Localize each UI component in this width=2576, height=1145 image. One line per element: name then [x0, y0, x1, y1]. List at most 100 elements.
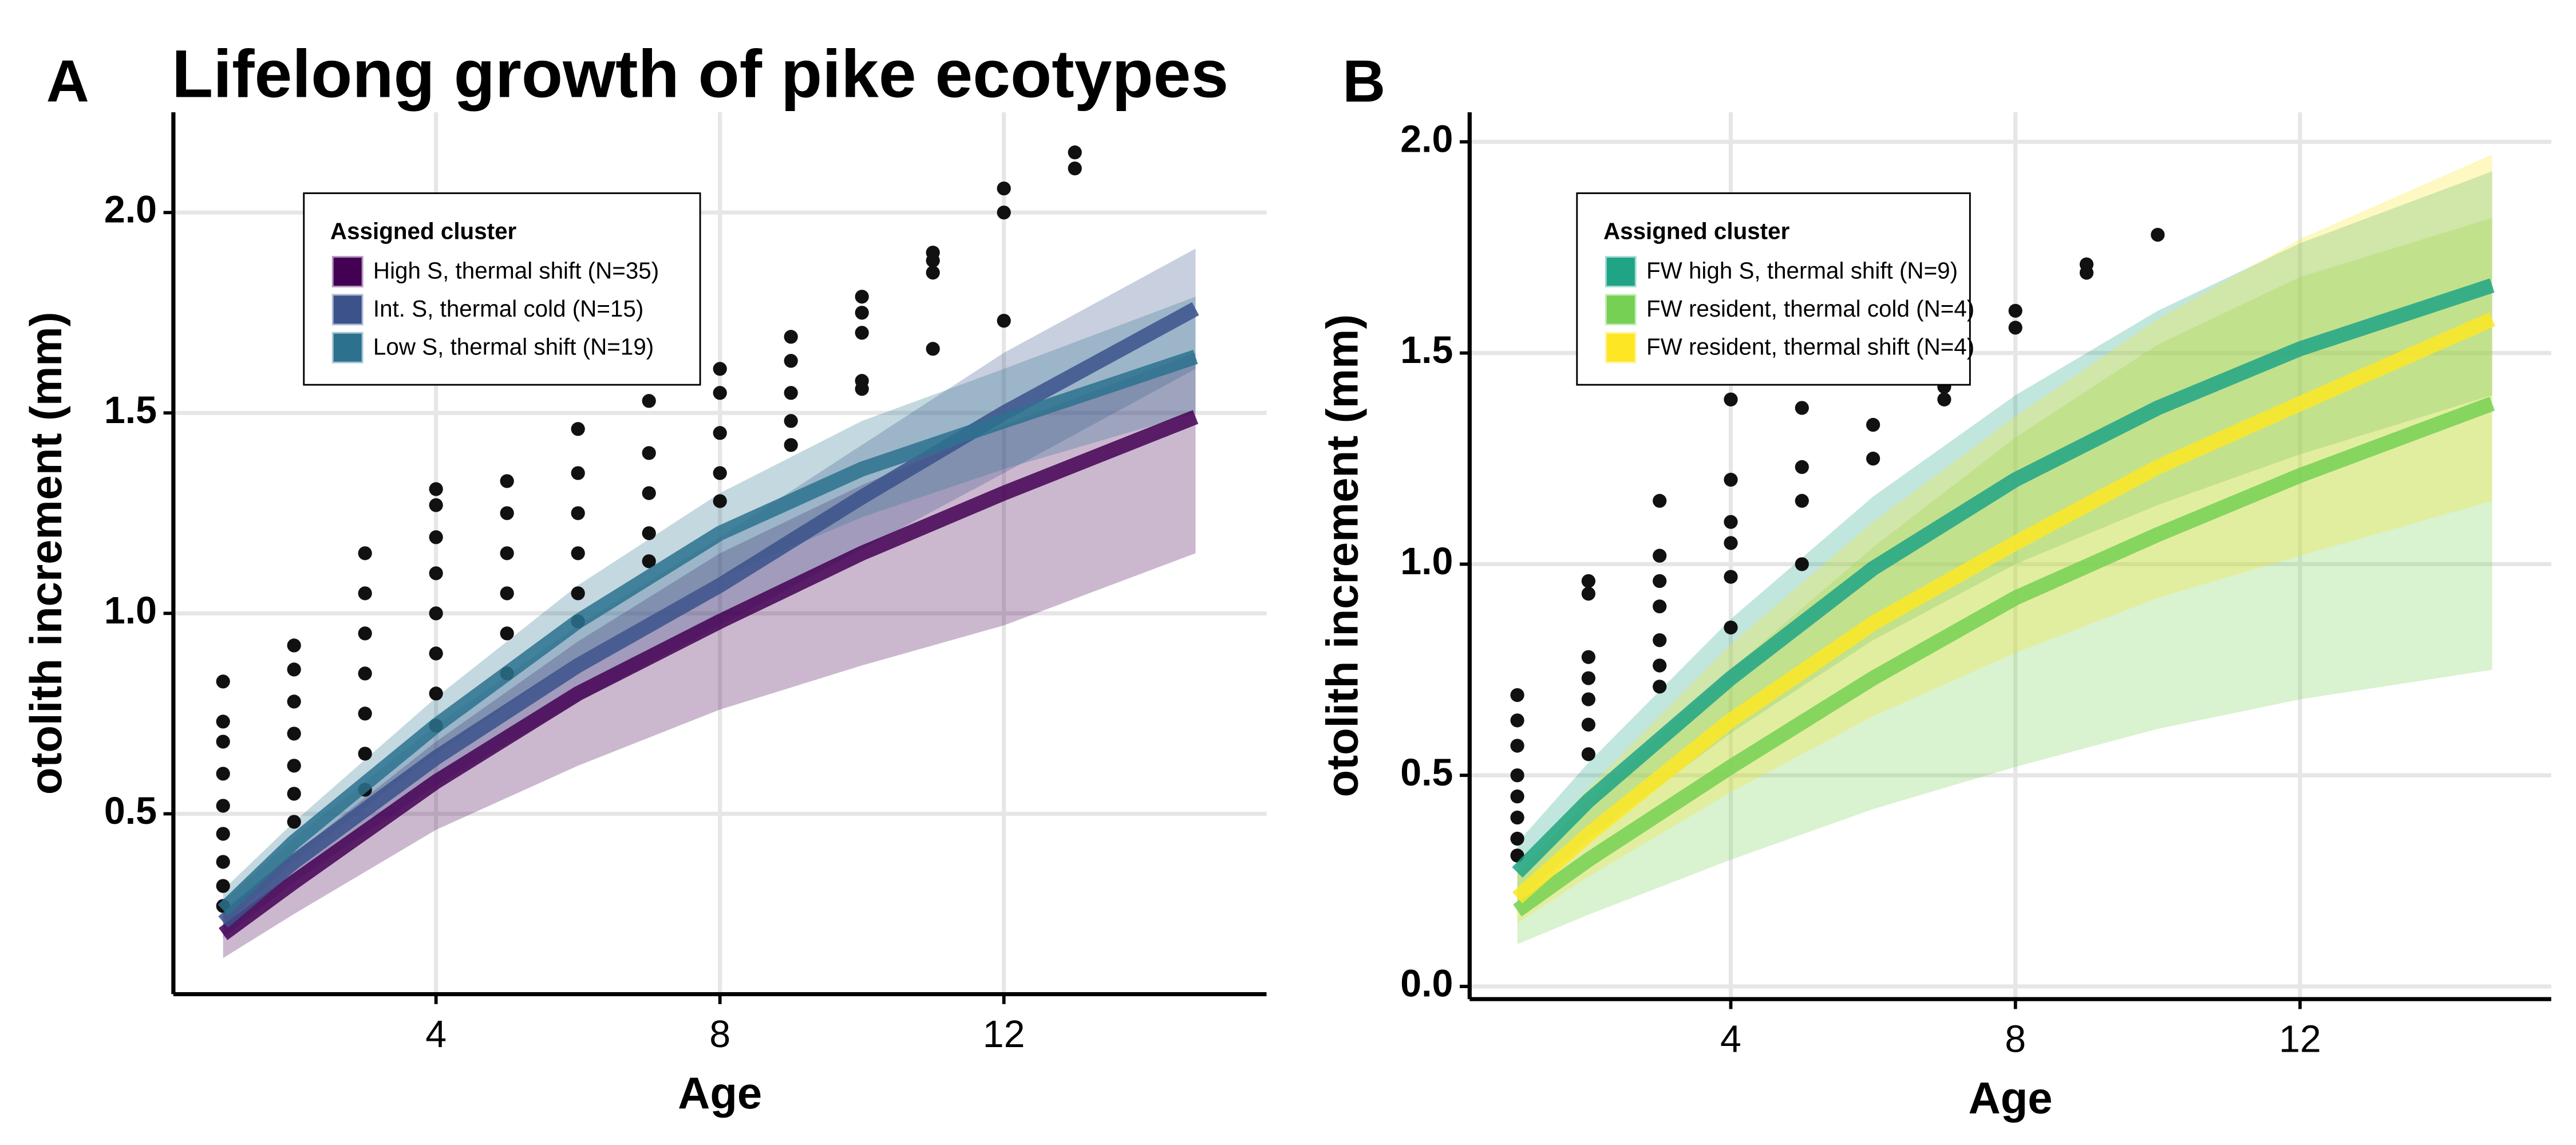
- data-point: [1581, 692, 1596, 706]
- data-point: [1510, 810, 1524, 825]
- data-point: [1795, 460, 1809, 474]
- data-point: [784, 414, 798, 428]
- legend-swatch: [1605, 294, 1637, 326]
- panel-label: B: [1342, 48, 1385, 114]
- data-point: [358, 747, 372, 761]
- data-point: [1581, 574, 1596, 589]
- x-tick-label: 8: [2005, 1018, 2026, 1061]
- y-tick-label: 1.5: [104, 389, 157, 432]
- legend-box: [303, 192, 701, 386]
- data-point: [1653, 493, 1667, 508]
- legend-label: High S, thermal shift (N=35): [373, 258, 659, 284]
- data-point: [784, 330, 798, 344]
- y-tick-label: 0.5: [1400, 752, 1453, 794]
- legend: Assigned cluster High S, thermal shift (N…: [303, 192, 701, 386]
- fit-line: [1513, 396, 2495, 917]
- data-point: [926, 246, 940, 260]
- data-point: [358, 706, 372, 721]
- y-tick-label: 1.0: [1400, 540, 1453, 583]
- confidence-band: [1517, 171, 2492, 902]
- data-point: [713, 494, 727, 508]
- x-axis-title: Age: [678, 1068, 762, 1118]
- data-point: [2008, 303, 2022, 318]
- legend-box: [1576, 192, 1971, 386]
- legend-label: FW resident, thermal cold (N=4): [1646, 295, 1974, 322]
- data-point: [429, 686, 443, 701]
- data-point: [1510, 713, 1524, 728]
- data-point: [642, 486, 656, 500]
- data-point: [997, 206, 1011, 220]
- x-tick-label: 12: [2279, 1018, 2321, 1061]
- data-point: [358, 586, 372, 601]
- legend-title: Assigned cluster: [330, 218, 517, 244]
- data-point: [713, 426, 727, 440]
- data-point: [571, 506, 585, 520]
- data-point: [429, 498, 443, 512]
- data-point: [713, 386, 727, 400]
- confidence-band: [1517, 218, 2492, 945]
- legend-label: Low S, thermal shift (N=19): [373, 333, 654, 360]
- legend: Assigned cluster FW high S, thermal shift…: [1576, 192, 1974, 386]
- data-point: [642, 554, 656, 568]
- data-point: [1581, 671, 1596, 685]
- data-point: [571, 586, 585, 601]
- data-point: [784, 438, 798, 452]
- data-point: [855, 306, 869, 320]
- data-point: [429, 566, 443, 581]
- data-point: [784, 354, 798, 368]
- data-point: [287, 815, 301, 829]
- data-point: [642, 446, 656, 460]
- data-point: [500, 546, 514, 560]
- confidence-band: [223, 353, 1196, 958]
- data-point: [855, 290, 869, 304]
- chart-title: Lifelong growth of pike ecotypes: [172, 37, 1228, 112]
- fit-line: [1512, 278, 2495, 878]
- x-tick-label: 4: [1720, 1018, 1741, 1061]
- fit-line: [218, 349, 1198, 915]
- data-point: [216, 735, 230, 749]
- data-point: [1068, 161, 1082, 176]
- y-tick-label: 1.0: [104, 590, 157, 632]
- data-point: [287, 638, 301, 653]
- data-point: [1724, 536, 1738, 550]
- data-point: [1724, 392, 1738, 406]
- legend-swatch: [1605, 256, 1637, 287]
- data-point: [713, 362, 727, 376]
- data-point: [642, 394, 656, 408]
- data-point: [1653, 633, 1667, 647]
- data-point: [216, 827, 230, 841]
- data-point: [287, 662, 301, 677]
- data-point: [287, 727, 301, 741]
- data-point: [713, 466, 727, 480]
- data-point: [1866, 417, 1880, 432]
- data-point: [571, 466, 585, 480]
- legend-label: Int. S, thermal cold (N=15): [373, 295, 643, 322]
- legend-title: Assigned cluster: [1603, 218, 1790, 244]
- data-point: [1866, 451, 1880, 466]
- legend-swatch: [331, 331, 364, 364]
- panel-label: A: [46, 48, 89, 114]
- y-tick-label: 0.5: [104, 790, 157, 832]
- legend-swatch: [1605, 331, 1637, 364]
- data-point: [642, 526, 656, 540]
- data-point: [429, 646, 443, 661]
- data-point: [1653, 574, 1667, 589]
- y-axis-title: otolith increment (mm): [1317, 314, 1368, 797]
- legend-label: FW high S, thermal shift (N=9): [1646, 258, 1958, 284]
- data-point: [216, 799, 230, 813]
- legend-label: FW resident, thermal shift (N=4): [1646, 333, 1974, 360]
- data-point: [2151, 227, 2165, 242]
- data-point: [1653, 658, 1667, 673]
- data-point: [1795, 493, 1809, 508]
- data-point: [358, 666, 372, 681]
- data-point: [429, 482, 443, 496]
- data-point: [500, 586, 514, 601]
- fit-line: [219, 410, 1199, 940]
- data-point: [216, 674, 230, 689]
- data-point: [1653, 680, 1667, 694]
- data-point: [997, 314, 1011, 328]
- data-point: [429, 606, 443, 621]
- data-point: [1724, 472, 1738, 487]
- y-tick-label: 2.0: [1400, 118, 1453, 160]
- legend-swatch: [331, 294, 364, 326]
